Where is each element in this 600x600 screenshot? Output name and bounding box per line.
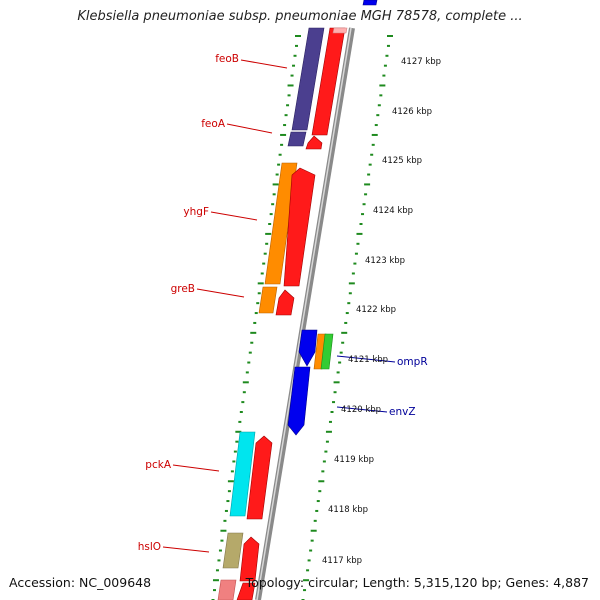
gene-top-pink[interactable]: [332, 27, 348, 34]
gene-label-pckA[interactable]: pckA: [145, 459, 172, 471]
gene-ompR[interactable]: [298, 329, 318, 367]
gene-feoA-inner[interactable]: [305, 135, 323, 150]
gene-pckA-outer[interactable]: [229, 431, 256, 517]
genome-backbone-highlight: [256, 27, 352, 600]
gene-envZ[interactable]: [287, 366, 311, 436]
gene-track-left: [217, 27, 325, 600]
kbp-label: 4117 kbp: [322, 556, 362, 566]
gene-hslO-outer[interactable]: [222, 532, 244, 569]
kbp-label: 4118 kbp: [328, 505, 368, 515]
accession-info: Accession: NC_009648: [9, 575, 152, 590]
genome-summary: Topology: circular; Length: 5,315,120 bp…: [245, 575, 589, 590]
gene-track-inner: [236, 27, 348, 600]
kbp-label: 4122 kbp: [356, 305, 396, 315]
kbp-label: 4121 kbp: [348, 355, 388, 365]
gene-name-labels: feoB feoA yhgF greB pckA hslO ompR envZ: [138, 53, 428, 553]
gene-feoB-outer[interactable]: [291, 27, 325, 131]
kbp-label: 4125 kbp: [382, 156, 422, 166]
gene-label-feoA[interactable]: feoA: [201, 118, 226, 130]
genome-backbone: [255, 27, 355, 600]
gene-yhgF-inner[interactable]: [283, 167, 316, 287]
kbp-scale-labels: 4127 kbp 4126 kbp 4125 kbp 4124 kbp 4123…: [322, 57, 441, 566]
kbp-label: 4123 kbp: [365, 256, 405, 266]
gene-hslO-inner[interactable]: [239, 536, 260, 582]
position-ticks: [211, 35, 393, 600]
gene-top-blue[interactable]: [362, 0, 378, 6]
kbp-label: 4120 kbp: [341, 405, 381, 415]
gene-pckA-inner[interactable]: [246, 435, 273, 520]
kbp-label: 4127 kbp: [401, 57, 441, 67]
gene-greB-outer[interactable]: [258, 286, 278, 314]
gene-ompR-small-green[interactable]: [320, 333, 334, 370]
gene-label-feoB[interactable]: feoB: [215, 53, 239, 65]
kbp-label: 4119 kbp: [334, 455, 374, 465]
gene-greB-inner[interactable]: [275, 289, 295, 316]
gene-track-right: [287, 0, 378, 436]
gene-label-envZ[interactable]: envZ: [389, 406, 416, 418]
gene-yhgF-outer[interactable]: [264, 162, 298, 285]
gene-label-yhgF[interactable]: yhgF: [183, 206, 209, 218]
gene-label-greB[interactable]: greB: [171, 283, 195, 295]
kbp-label: 4126 kbp: [392, 107, 432, 117]
gene-label-ompR[interactable]: ompR: [397, 356, 428, 368]
kbp-label: 4124 kbp: [373, 206, 413, 216]
gene-feoA-outer[interactable]: [287, 131, 307, 147]
label-leader-lines: [162, 59, 396, 553]
gene-label-hslO[interactable]: hslO: [138, 541, 161, 553]
map-title: Klebsiella pneumoniae subsp. pneumoniae …: [77, 9, 523, 24]
gene-next-outer[interactable]: [217, 579, 237, 600]
gene-next-inner[interactable]: [236, 582, 256, 600]
